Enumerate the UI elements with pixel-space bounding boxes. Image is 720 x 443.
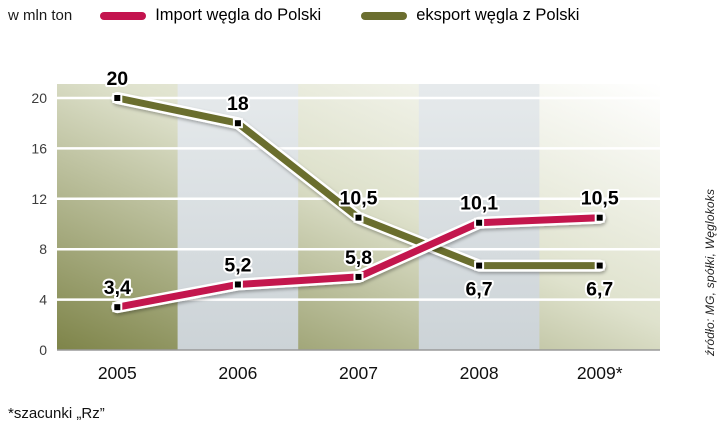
y-axis-label: 0	[39, 342, 47, 358]
import-legend-label: Import węgla do Polski	[155, 6, 322, 24]
y-axis-label: 4	[39, 292, 47, 308]
y-axis-label: 20	[31, 90, 47, 106]
value-label: 6,7	[586, 279, 613, 301]
chart-legend: w mln ton Import węgla do Polski eksport…	[8, 6, 619, 25]
value-label: 10,1	[460, 193, 498, 215]
data-point-marker	[474, 260, 485, 271]
value-label: 10,5	[340, 188, 378, 210]
data-point-marker	[594, 260, 605, 271]
value-label: 10,5	[581, 188, 619, 210]
unit-label: w mln ton	[8, 7, 73, 24]
x-axis-label: 2008	[460, 363, 499, 383]
value-label: 6,7	[466, 279, 493, 301]
data-point-marker	[112, 93, 123, 103]
y-axis-label: 8	[39, 241, 47, 257]
import-legend-swatch-icon	[100, 11, 147, 20]
data-point-marker	[594, 212, 605, 223]
value-label: 20	[106, 68, 128, 90]
data-point-marker	[353, 271, 364, 282]
x-axis-label: 2005	[98, 363, 137, 383]
data-point-marker	[232, 118, 243, 129]
x-axis-label: 2006	[218, 363, 257, 383]
footnote: *szacunki „Rz”	[8, 405, 105, 422]
source-label: źródło: MG, spółki, Węglokoks	[703, 188, 717, 356]
x-axis-label: 2007	[339, 363, 378, 383]
data-point-marker	[112, 302, 123, 313]
y-axis-label: 16	[31, 140, 47, 156]
x-axis-label: 2009*	[577, 363, 623, 383]
value-label: 5,2	[224, 254, 251, 276]
export-legend-swatch-icon	[361, 11, 408, 20]
value-label: 5,8	[345, 247, 372, 269]
value-label: 3,4	[104, 277, 131, 299]
data-point-marker	[353, 212, 364, 223]
data-point-marker	[232, 279, 243, 290]
value-label: 18	[227, 93, 249, 115]
y-axis-label: 12	[31, 191, 47, 207]
data-point-marker	[474, 217, 485, 228]
export-legend-label: eksport węgla z Polski	[416, 6, 580, 24]
